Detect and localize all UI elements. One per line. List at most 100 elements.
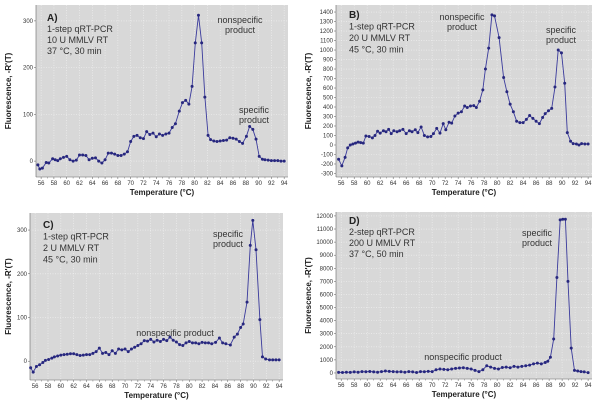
x-tick-label: 88: [242, 181, 249, 187]
data-point: [129, 347, 133, 351]
data-point: [174, 340, 178, 344]
data-point: [348, 143, 352, 147]
x-tick-label: 86: [230, 181, 237, 187]
data-point: [404, 132, 408, 136]
condition-text: 2 U MMLV RT: [43, 243, 100, 253]
x-tick-label: 80: [186, 384, 193, 390]
y-tick-label: 0: [24, 359, 28, 365]
y-tick-label: 800: [323, 67, 334, 73]
x-tick-label: 66: [403, 181, 410, 187]
data-point: [446, 368, 450, 372]
x-tick-label: 80: [494, 181, 501, 187]
data-point: [343, 155, 347, 159]
data-point: [171, 338, 175, 342]
x-tick-label: 64: [390, 181, 397, 187]
x-tick-label: 88: [546, 383, 553, 389]
peak-annotation: specific product: [239, 105, 270, 125]
data-point: [478, 99, 482, 103]
y-tick-label: 200: [323, 124, 334, 130]
data-point: [489, 365, 493, 369]
data-point: [586, 142, 590, 146]
data-point: [215, 139, 219, 143]
data-point: [493, 366, 497, 370]
data-point: [543, 112, 547, 116]
data-point: [123, 347, 127, 351]
data-point: [552, 337, 556, 341]
y-axis-label: Fluorescence, -R'(T): [4, 52, 13, 129]
data-point: [444, 128, 448, 132]
data-point: [346, 146, 350, 150]
data-point: [224, 342, 228, 346]
data-point: [352, 370, 356, 374]
x-tick-label: 56: [32, 384, 39, 390]
x-tick-label: 90: [250, 384, 257, 390]
data-point: [197, 342, 201, 346]
y-tick-label: 1100: [320, 39, 334, 45]
y-tick-label: 1200: [320, 29, 334, 35]
x-tick-label: 90: [559, 383, 566, 389]
x-tick-label: 92: [572, 383, 579, 389]
y-tick-label: 4000: [320, 319, 334, 325]
annotation-line: product: [522, 238, 553, 248]
data-point: [158, 340, 162, 344]
data-point: [139, 342, 143, 346]
x-tick-label: 88: [546, 181, 553, 187]
peak-annotation: specific product: [546, 25, 577, 45]
data-point: [379, 370, 383, 374]
y-tick-label: 1300: [320, 20, 334, 26]
x-tick-label: 82: [199, 384, 206, 390]
y-tick-label: 900: [323, 58, 334, 64]
x-tick-label: 62: [377, 181, 384, 187]
y-tick-label: 6000: [320, 292, 334, 298]
data-point: [203, 341, 207, 345]
data-point: [524, 117, 528, 121]
data-point: [113, 152, 117, 156]
data-point: [43, 358, 47, 362]
data-point: [516, 365, 520, 369]
y-tick-label: 0: [30, 159, 34, 165]
data-point: [450, 367, 454, 371]
data-point: [548, 355, 552, 359]
data-point: [399, 370, 403, 374]
x-tick-label: 66: [403, 383, 410, 389]
data-point: [184, 341, 188, 345]
x-tick-label: 76: [166, 181, 173, 187]
x-axis-label: Temperature (°C): [130, 188, 195, 197]
data-point: [566, 279, 570, 283]
data-point: [168, 335, 172, 339]
data-point: [422, 370, 426, 374]
x-tick-label: 72: [140, 181, 147, 187]
data-point: [454, 366, 458, 370]
y-axis-label: Fluorescence, -R'(T): [4, 258, 13, 335]
data-point: [245, 300, 249, 304]
data-point: [218, 139, 222, 143]
data-point: [97, 346, 101, 350]
x-tick-label: 88: [237, 384, 244, 390]
data-point: [407, 129, 411, 133]
data-point: [51, 157, 55, 161]
data-point: [426, 369, 430, 373]
data-point: [504, 365, 508, 369]
data-point: [125, 150, 129, 154]
data-point: [34, 364, 38, 368]
data-point: [68, 352, 72, 356]
data-point: [384, 130, 388, 134]
y-tick-label: 100: [323, 133, 334, 139]
data-point: [559, 51, 563, 55]
panel-label: B): [349, 10, 360, 21]
data-point: [463, 104, 467, 108]
data-point: [209, 138, 213, 142]
x-tick-label: 60: [364, 383, 371, 389]
data-point: [77, 153, 81, 157]
data-point: [541, 115, 545, 119]
data-point: [472, 104, 476, 108]
x-tick-label: 72: [442, 383, 449, 389]
data-point: [515, 119, 519, 123]
data-point: [273, 159, 277, 163]
peak-annotation: nonspecific product: [136, 328, 214, 338]
data-point: [207, 341, 211, 345]
data-point: [580, 142, 584, 146]
data-point: [497, 36, 501, 40]
data-point: [170, 125, 174, 129]
